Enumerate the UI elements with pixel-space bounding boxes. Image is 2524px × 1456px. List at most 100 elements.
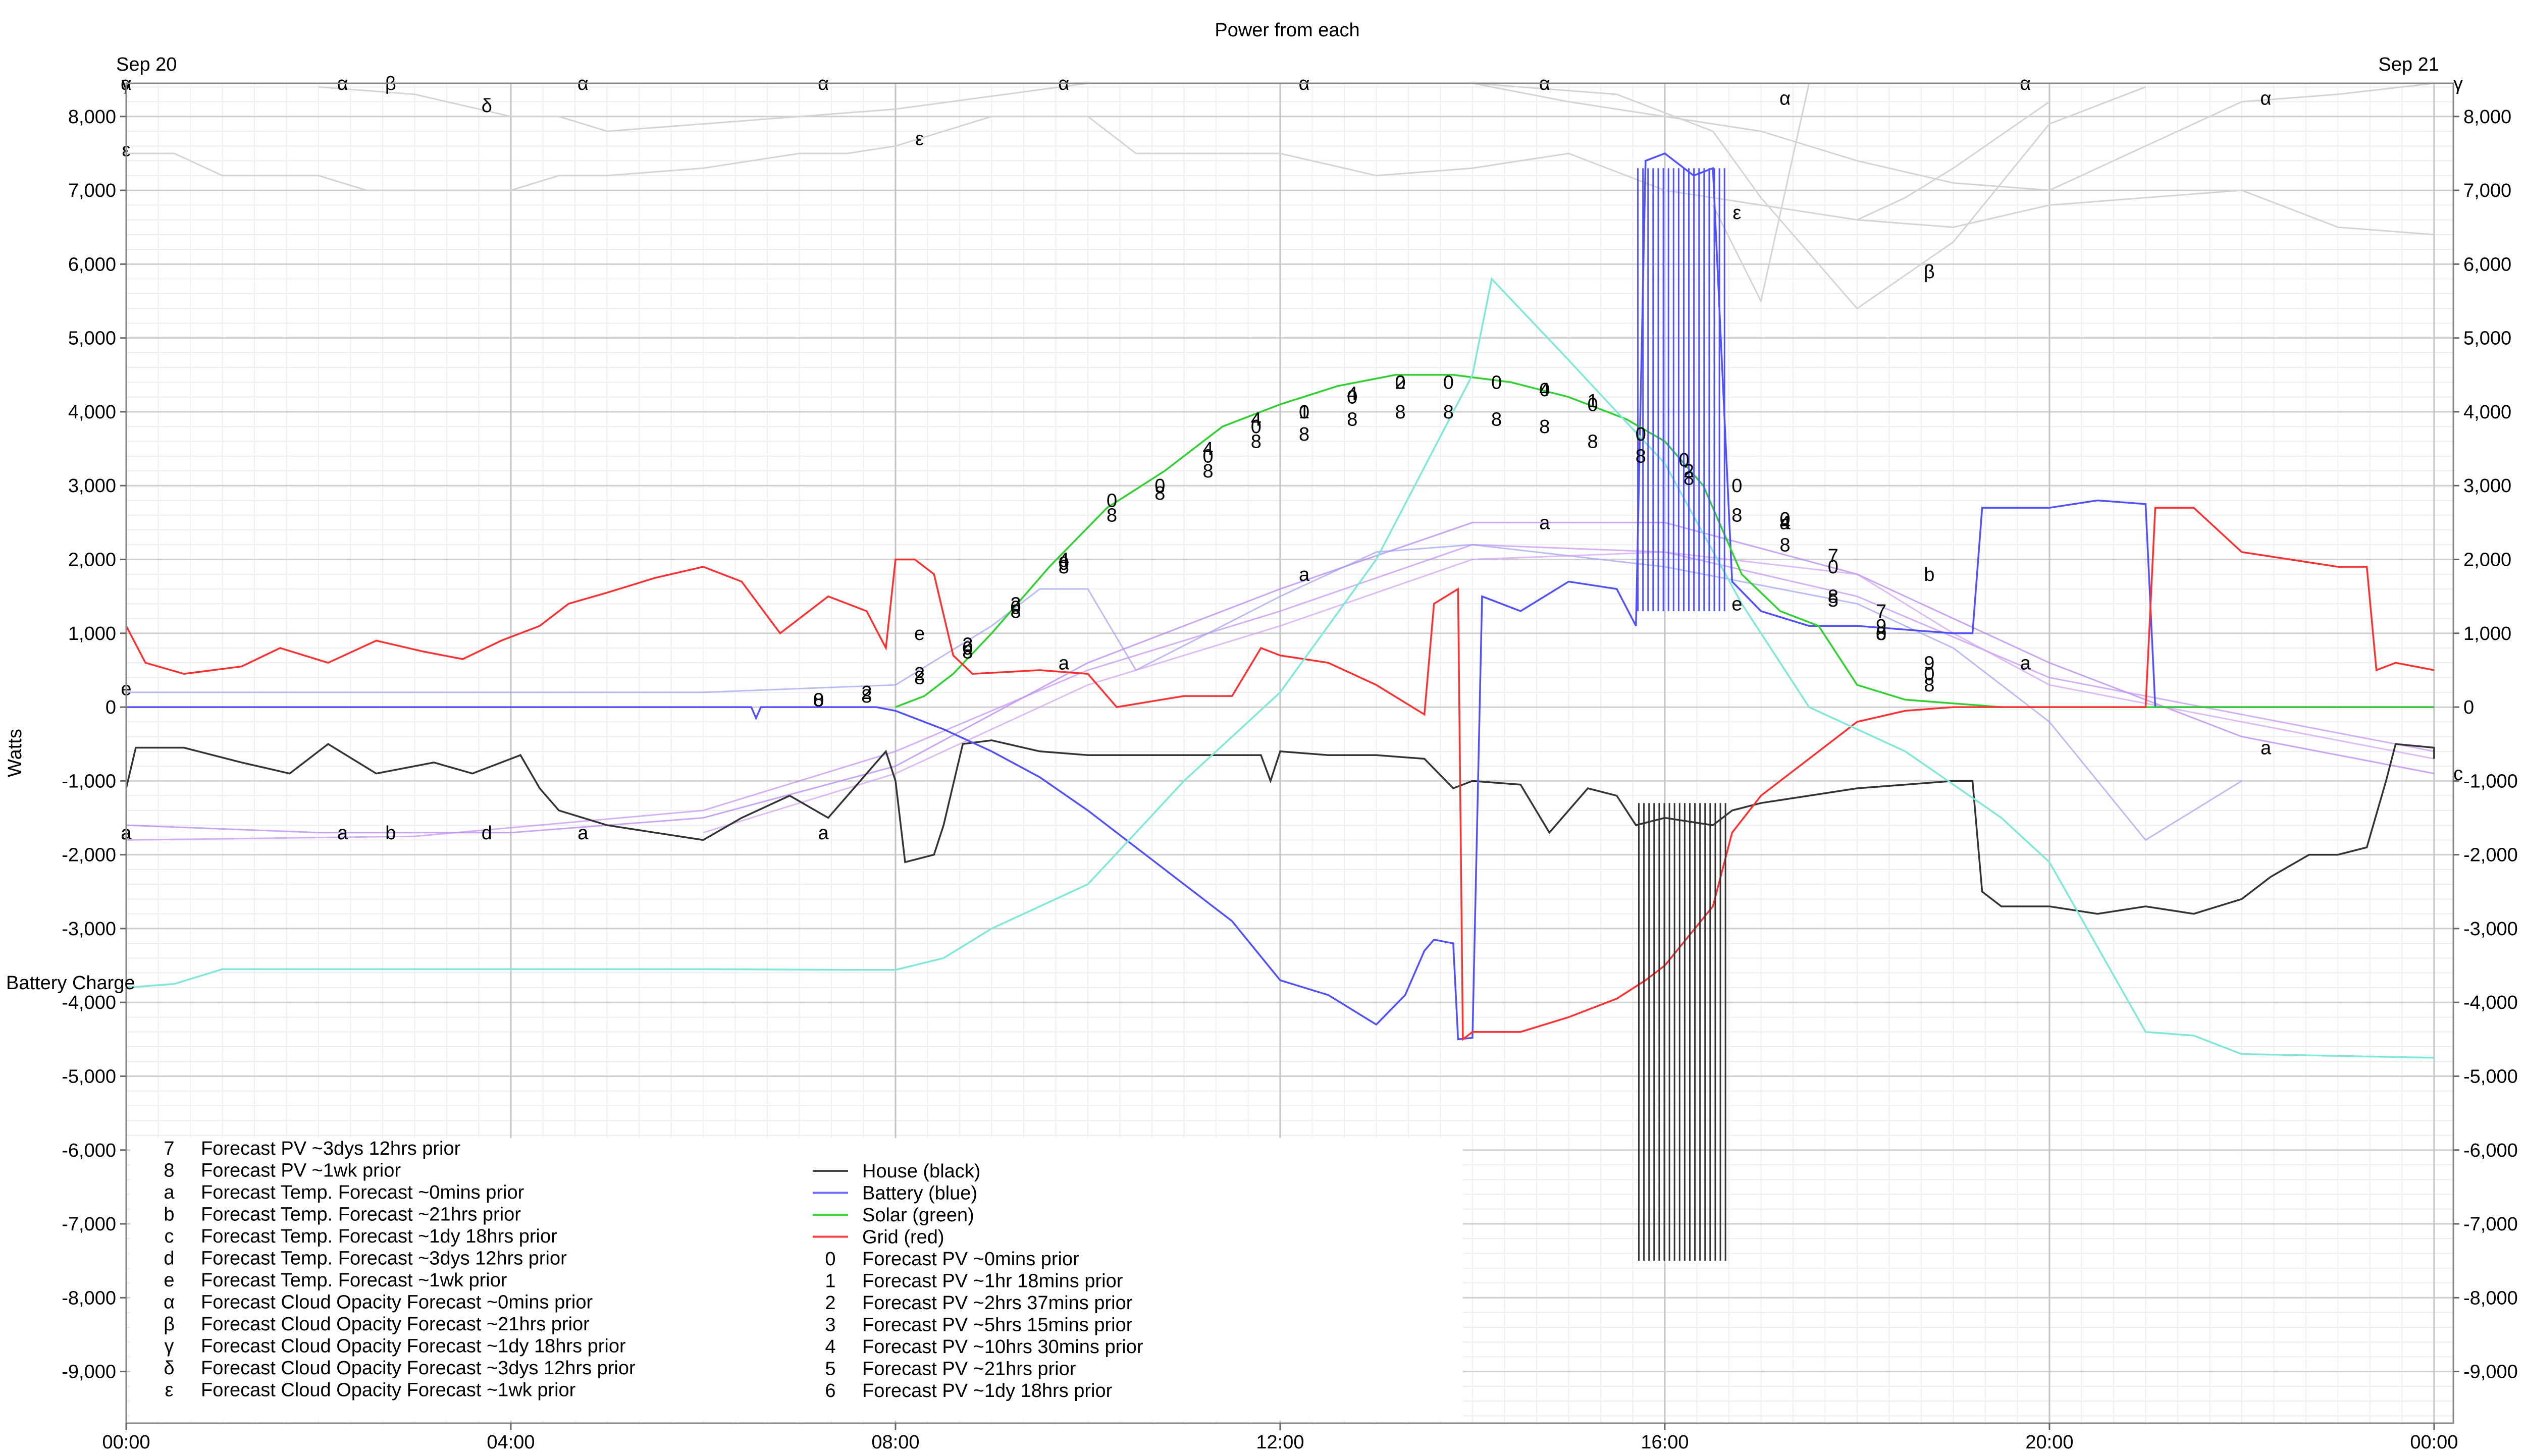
x-tick-label: 12:00 [1256,1432,1304,1453]
forecast-marker-8: 8 [1395,402,1406,423]
forecast-marker-5: 5 [1828,590,1838,611]
forecast-marker-a: a [2260,738,2272,759]
legend-label: Solar (green) [862,1205,974,1226]
legend-label: Forecast PV ~0mins prior [862,1249,1079,1270]
forecast-marker-8: 8 [1154,483,1165,504]
forecast-line [126,521,2435,834]
y-tick-label-left: 0 [106,697,116,718]
series-line-solar [895,374,2434,708]
forecast-marker-0: 0 [1443,372,1454,393]
forecast-line [703,551,2435,834]
y-tick-label-right: 2,000 [2463,550,2511,571]
y-tick-label-right: 7,000 [2463,180,2511,201]
forecast-line [126,544,2242,841]
forecast-marker-2: 2 [1395,372,1406,393]
y-axis-title-left: Watts [5,729,26,777]
forecast-marker-2: 2 [861,682,872,704]
forecast-marker-a: a [577,823,589,844]
legend-label: Forecast Temp. Forecast ~0mins prior [201,1182,524,1203]
forecast-marker-α: α [2260,88,2272,109]
y-tick-label-left: 8,000 [68,106,116,128]
y-tick-label-right: -3,000 [2463,919,2518,940]
forecast-marker-8: 8 [1779,534,1790,556]
forecast-marker-9: 9 [1876,616,1886,637]
x-tick-label: 16:00 [1641,1432,1689,1453]
forecast-marker-8: 8 [962,641,973,663]
forecast-marker-0: 0 [1107,490,1117,511]
forecast-marker-0: 0 [1299,402,1309,423]
forecast-marker-b: b [1924,564,1934,585]
forecast-marker-0: 0 [1059,553,1069,574]
legend-symbol: d [164,1248,174,1269]
forecast-marker-4: 4 [1779,512,1790,533]
forecast-marker-7: 7 [1828,546,1838,567]
y-tick-label-left: -1,000 [62,771,116,792]
forecast-marker-0: 0 [1731,475,1742,497]
y-tick-label-left: -3,000 [62,919,116,940]
legend-symbol: b [164,1204,174,1225]
legend-symbol: γ [165,1336,174,1357]
y-tick-label-left: -9,000 [62,1362,116,1383]
y-tick-label-left: 3,000 [68,475,116,497]
forecast-marker-0: 0 [1828,557,1838,578]
legend-label: Forecast Cloud Opacity Forecast ~1wk pri… [201,1380,576,1401]
forecast-marker-4: 4 [1251,409,1261,430]
legend-symbol: ε [165,1380,174,1401]
legend-symbol: e [164,1270,174,1291]
forecast-marker-8: 8 [1299,424,1309,445]
legend-label: Forecast Temp. Forecast ~1dy 18hrs prior [201,1226,557,1247]
y-tick-label-left: -2,000 [62,845,116,866]
forecast-marker-1: 1 [1587,391,1598,412]
forecast-marker-8: 8 [1107,505,1117,526]
legend-label: Forecast Temp. Forecast ~3dys 12hrs prio… [201,1248,567,1269]
forecast-marker-0: 0 [1203,446,1214,467]
y-tick-label-right: -5,000 [2463,1066,2518,1087]
y-tick-label-right: 1,000 [2463,623,2511,644]
y-tick-label-right: -4,000 [2463,992,2518,1013]
legend-label: Forecast Cloud Opacity Forecast ~0mins p… [201,1292,593,1313]
y-tick-label-right: 0 [2463,697,2474,718]
y-tick-label-right: -7,000 [2463,1214,2518,1235]
cloud-lines-layer [126,82,2435,310]
forecast-marker-a: a [1539,512,1550,533]
legend-label: Forecast Cloud Opacity Forecast ~21hrs p… [201,1314,590,1335]
legend-symbol: δ [164,1358,174,1379]
forecast-marker-8: 8 [813,689,824,711]
forecast-marker-8: 8 [1924,675,1934,696]
y-tick-label-left: -6,000 [62,1140,116,1161]
cloud-forecast-line [318,82,2435,191]
legend-box [130,1138,1463,1421]
y-tick-label-left: 4,000 [68,402,116,423]
forecast-marker-2: 2 [914,664,925,685]
forecast-marker-a: a [818,823,829,844]
forecast-marker-α: α [1779,88,1791,109]
forecast-marker-a: a [337,823,348,844]
forecast-marker-b: b [385,823,396,844]
y-tick-label-right: -2,000 [2463,845,2518,866]
forecast-marker-0: 0 [1491,372,1502,393]
forecast-marker-0: 0 [1876,623,1886,644]
series-line-battery [126,277,2434,1059]
forecast-marker-0: 0 [1779,509,1790,530]
legend-label: Forecast PV ~3dys 12hrs prior [201,1138,461,1159]
y-tick-label-right: 4,000 [2463,402,2511,423]
y-tick-label-right: 6,000 [2463,254,2511,275]
battery-charge-label: Battery Charge [6,973,135,994]
end-date-label: Sep 21 [2378,54,2439,75]
forecast-marker-4: 4 [1347,383,1357,404]
forecast-marker-8: 8 [1443,402,1454,423]
x-tick-label: 04:00 [487,1432,535,1453]
cloud-forecast-line [1472,82,2146,310]
legend-symbol: 0 [825,1249,835,1270]
plot-frame [125,82,2454,1424]
forecast-marker-a: a [2020,653,2031,674]
legend-label: House (black) [862,1161,980,1182]
forecast-marker-8: 8 [1828,586,1838,608]
forecast-marker-8: 8 [1539,416,1550,438]
forecast-marker-ε: ε [915,129,924,150]
y-tick-label-left: -5,000 [62,1066,116,1087]
forecast-marker-e: e [914,623,925,644]
forecast-marker-0: 0 [1924,664,1934,685]
forecast-marker-8: 8 [1731,505,1742,526]
